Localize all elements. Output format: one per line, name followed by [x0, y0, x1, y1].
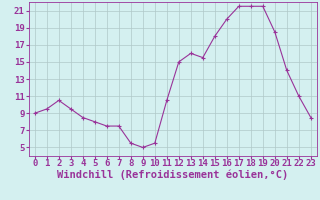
X-axis label: Windchill (Refroidissement éolien,°C): Windchill (Refroidissement éolien,°C): [57, 169, 288, 180]
